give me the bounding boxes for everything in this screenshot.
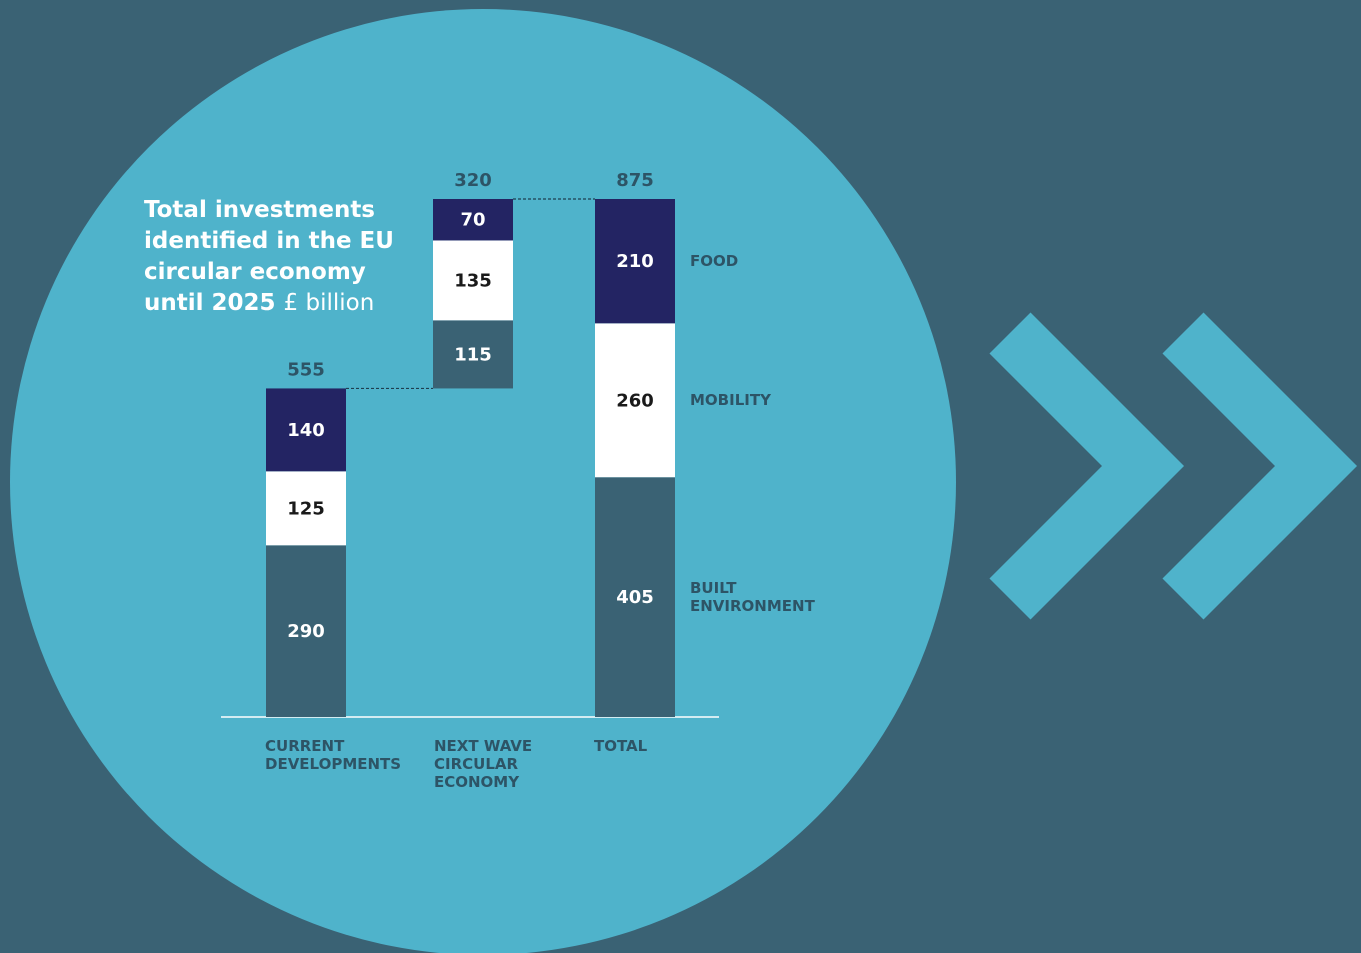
bar-segment (433, 320, 513, 389)
value-label: 70 (460, 210, 485, 231)
x-tick-label: TOTAL (594, 737, 648, 755)
bar-segment (433, 240, 513, 321)
bar-segment (595, 323, 675, 478)
bar-segment (266, 545, 346, 717)
value-label: 125 (287, 498, 325, 519)
chart-title: Total investments identified in the EU c… (144, 195, 419, 319)
value-label: 135 (454, 270, 492, 291)
value-label: 210 (616, 251, 654, 272)
bar-segment (266, 471, 346, 546)
value-label: 290 (287, 621, 325, 642)
bar-segment (595, 477, 675, 717)
total-label: 555 (287, 359, 325, 380)
legend-label: BUILT ENVIRONMENT (690, 579, 815, 616)
value-label: 140 (287, 420, 325, 441)
legend-label: MOBILITY (690, 391, 771, 410)
value-label: 405 (616, 587, 654, 608)
value-label: 260 (616, 390, 654, 411)
total-label: 320 (454, 170, 492, 191)
legend-label: FOOD (690, 252, 739, 271)
x-tick-label: CURRENT DEVELOPMENTS (265, 737, 402, 773)
background-circle (10, 9, 956, 953)
title-text: Total investments identified in the EU c… (144, 197, 394, 316)
bar-segment (433, 199, 513, 241)
x-tick-label: NEXT WAVE CIRCULAR ECONOMY (434, 737, 533, 791)
value-label: 115 (454, 344, 492, 365)
bar-segment (595, 199, 675, 324)
chevron (1162, 312, 1358, 620)
bar-segment (266, 388, 346, 472)
unit: £ billion (283, 290, 375, 316)
chevron (989, 312, 1185, 620)
total-label: 875 (616, 170, 654, 191)
